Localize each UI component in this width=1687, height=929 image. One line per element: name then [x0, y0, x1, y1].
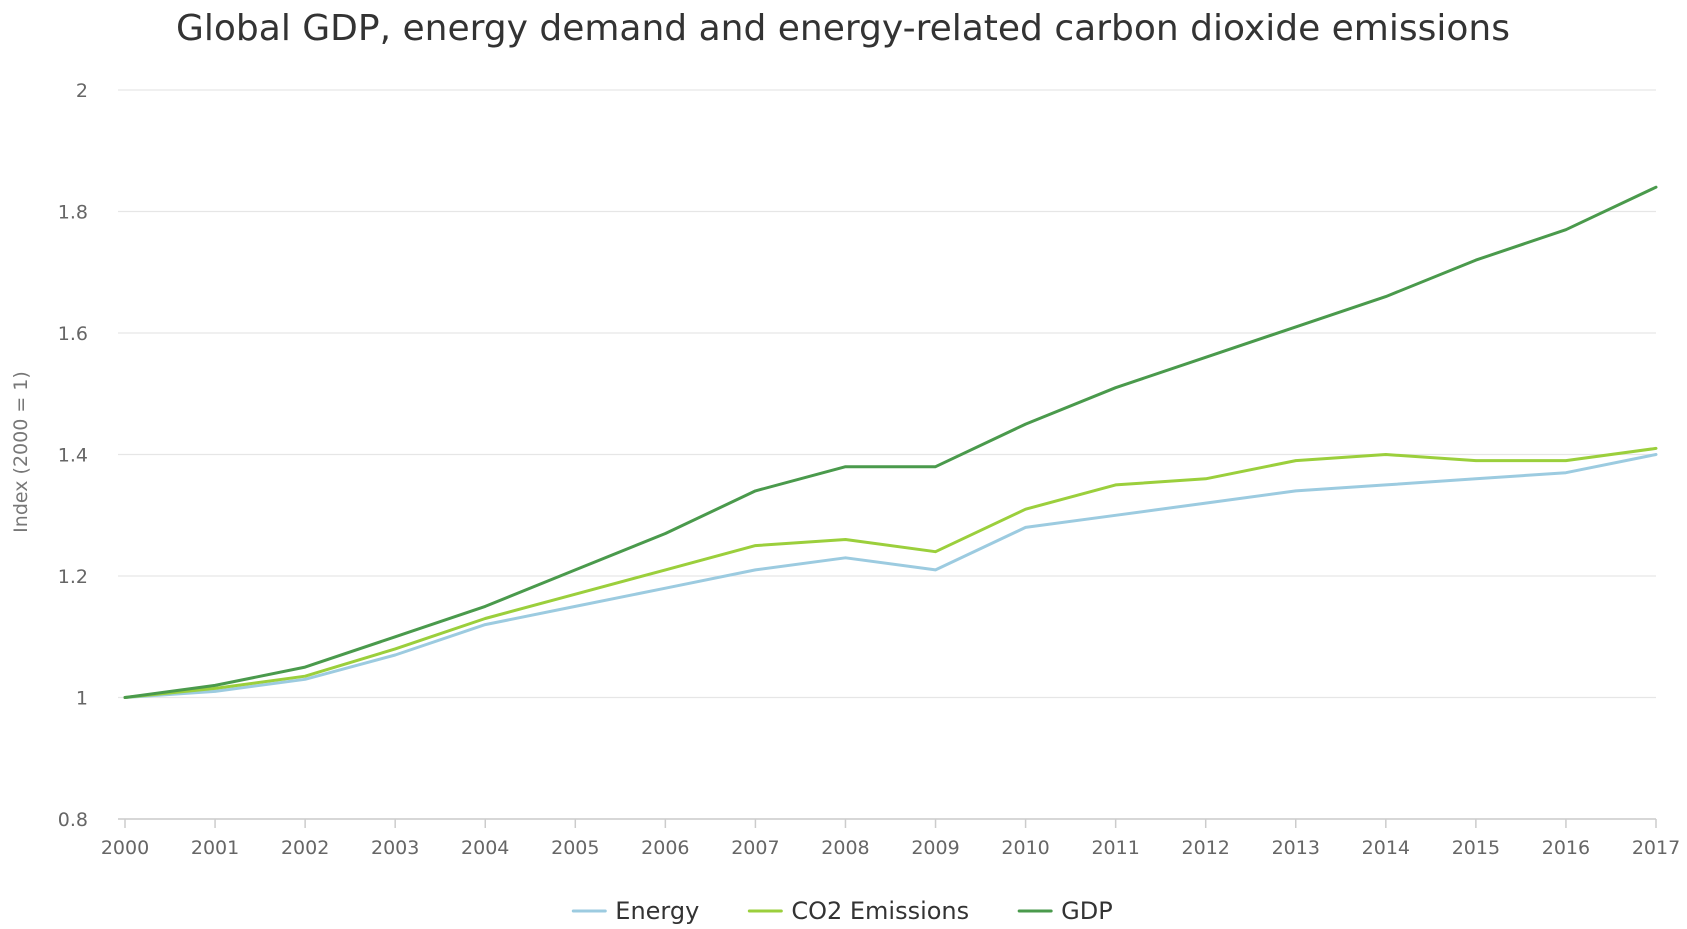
data-point-co2-emissions [1474, 459, 1478, 462]
data-point-gdp [844, 465, 847, 468]
series-line-co2-emissions [123, 446, 1658, 699]
data-point-gdp [754, 489, 757, 493]
gridlines [118, 89, 1656, 820]
x-tick-label: 2008 [821, 837, 869, 859]
chart-title: Global GDP, energy demand and energy-rel… [176, 8, 1510, 49]
x-tick-label: 2012 [1182, 837, 1230, 859]
series-line-energy [123, 453, 1658, 699]
data-point-co2-emissions [303, 675, 307, 678]
data-point-energy [1204, 501, 1207, 505]
data-point-gdp [1654, 186, 1658, 189]
data-point-gdp [213, 684, 217, 687]
data-point-gdp [574, 568, 577, 572]
data-point-gdp [1474, 258, 1478, 262]
x-tick-label: 2000 [101, 837, 149, 859]
data-point-co2-emissions [1654, 447, 1658, 450]
data-point-gdp [393, 635, 397, 638]
data-point-energy [1024, 526, 1027, 529]
data-point-gdp [1294, 325, 1297, 329]
data-point-gdp [1114, 386, 1117, 389]
legend-label: Energy [615, 897, 699, 925]
x-tick-label: 2010 [1001, 837, 1049, 859]
data-point-co2-emissions [934, 550, 937, 553]
data-point-energy [1114, 514, 1117, 517]
data-point-co2-emissions [1204, 477, 1207, 480]
data-point-energy [934, 568, 937, 572]
data-point-energy [844, 556, 847, 559]
x-tick-label: 2017 [1632, 837, 1680, 859]
data-point-gdp [934, 465, 937, 468]
x-tick-label: 2011 [1091, 837, 1139, 859]
data-point-gdp [484, 605, 487, 608]
data-point-energy [754, 568, 757, 572]
data-point-gdp [1204, 356, 1207, 359]
x-tick-label: 2015 [1452, 837, 1500, 859]
data-point-co2-emissions [393, 647, 397, 651]
data-point-gdp [1024, 422, 1027, 426]
legend-label: GDP [1061, 897, 1113, 925]
x-tick-label: 2004 [461, 837, 509, 859]
y-tick-label: 0.8 [58, 809, 88, 831]
y-axis-title: Index (2000 = 1) [10, 371, 32, 533]
x-tick-label: 2005 [551, 837, 599, 859]
data-point-co2-emissions [484, 617, 487, 620]
data-point-co2-emissions [574, 593, 577, 596]
data-point-co2-emissions [1114, 483, 1117, 487]
x-tick-label: 2014 [1362, 837, 1410, 859]
data-point-energy [1294, 489, 1297, 493]
legend: Energy CO2 Emissions GDP [571, 897, 1113, 925]
data-point-energy [574, 605, 577, 608]
data-point-energy [664, 586, 667, 590]
data-point-energy [1384, 483, 1388, 487]
y-tick-label: 1 [76, 688, 88, 710]
x-tick-label: 2002 [281, 837, 329, 859]
series-lines [123, 185, 1658, 699]
data-point-gdp [1564, 228, 1568, 231]
data-point-energy [393, 653, 397, 657]
x-tick-label: 2003 [371, 837, 419, 859]
legend-label: CO2 Emissions [791, 897, 969, 925]
x-axis-ticks: 2000 2001 2002 2003 2004 2005 2006 2007 2008 2009… [101, 819, 1680, 859]
data-point-gdp [123, 696, 127, 699]
data-point-gdp [664, 532, 667, 535]
data-point-co2-emissions [1384, 453, 1388, 456]
series-line-gdp [123, 185, 1658, 699]
y-tick-label: 1.2 [58, 566, 88, 588]
data-point-energy [1474, 477, 1478, 480]
data-point-co2-emissions [844, 538, 847, 541]
data-point-co2-emissions [1024, 507, 1027, 511]
data-point-gdp [1384, 295, 1388, 298]
data-point-co2-emissions [213, 687, 217, 690]
data-point-co2-emissions [754, 544, 757, 547]
y-tick-label: 1.6 [58, 323, 88, 345]
x-tick-label: 2016 [1542, 837, 1590, 859]
y-tick-label: 1.8 [58, 202, 88, 224]
data-point-energy [303, 678, 307, 681]
x-tick-label: 2007 [731, 837, 779, 859]
y-tick-label: 1.4 [58, 445, 88, 467]
x-tick-label: 2001 [191, 837, 239, 859]
x-tick-label: 2013 [1272, 837, 1320, 859]
x-tick-label: 2006 [641, 837, 689, 859]
y-tick-label: 2 [76, 80, 88, 102]
data-point-energy [484, 623, 487, 626]
data-point-energy [213, 690, 217, 693]
x-tick-label: 2009 [911, 837, 959, 859]
data-point-co2-emissions [1294, 459, 1297, 462]
data-point-energy [1564, 471, 1568, 474]
data-point-co2-emissions [664, 568, 667, 572]
data-point-energy [1654, 453, 1658, 456]
data-point-co2-emissions [1564, 459, 1568, 462]
data-point-gdp [303, 665, 307, 669]
y-axis-ticks: 2 1.8 1.6 1.4 1.2 1 0.8 [58, 80, 88, 831]
